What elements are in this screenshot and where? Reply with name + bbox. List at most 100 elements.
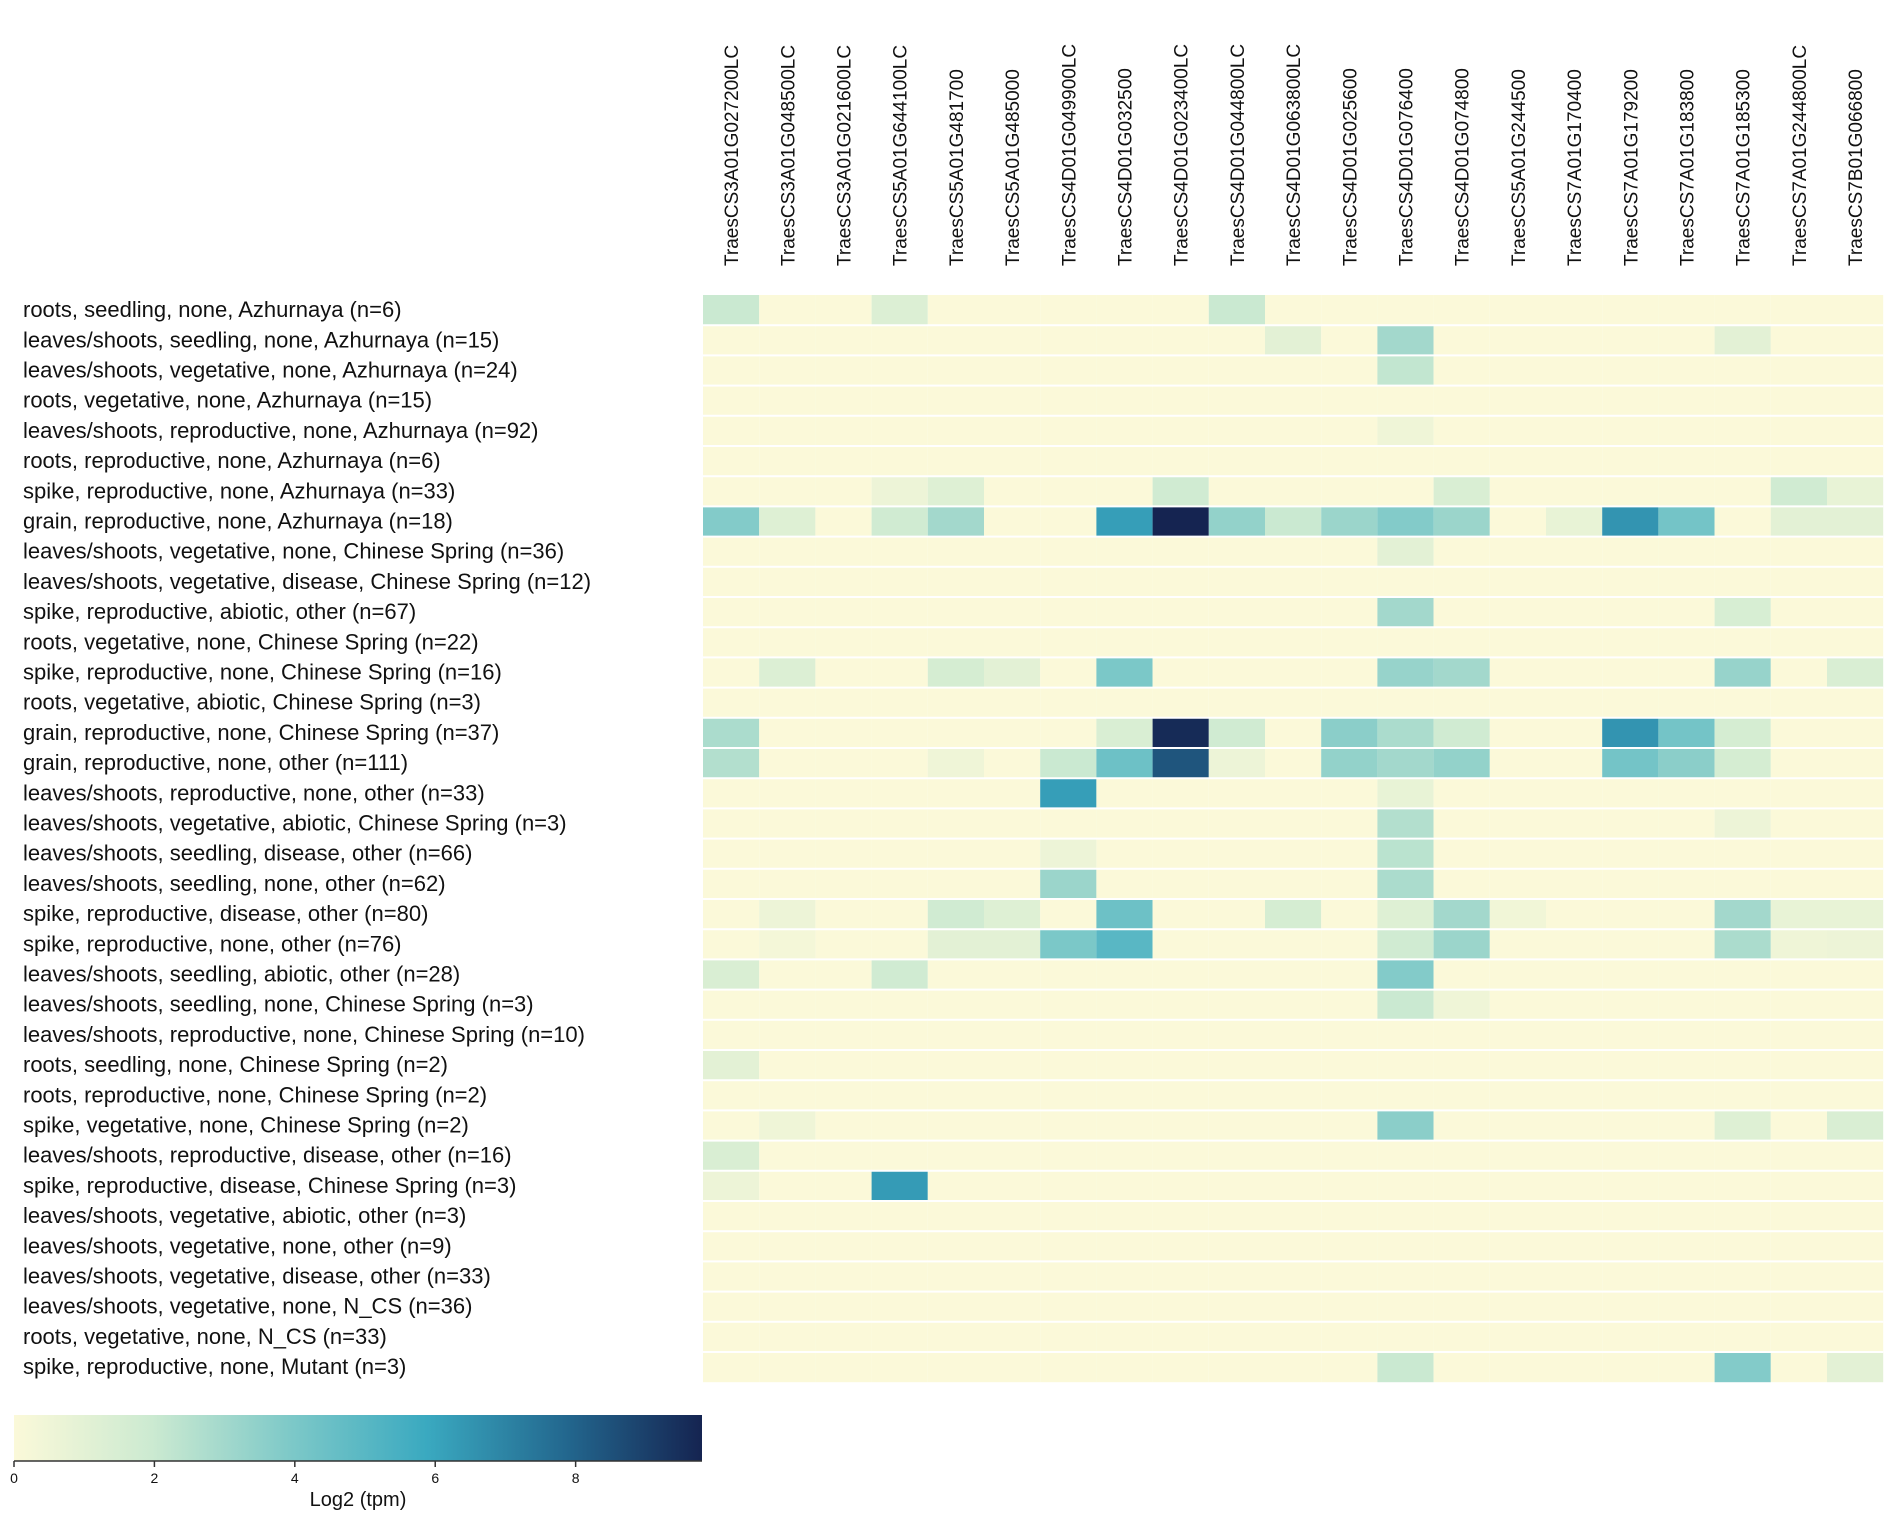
heatmap-cell [1208,446,1265,477]
heatmap-cell [984,899,1041,930]
colorbar-tick-label: 4 [291,1470,299,1486]
heatmap-cell [1377,657,1434,688]
heatmap-cell [1321,1080,1378,1111]
heatmap-cell [1658,597,1715,628]
heatmap-cell [984,1050,1041,1081]
heatmap-cell [1827,989,1884,1020]
heatmap-cell [759,1321,816,1352]
heatmap-cell [1602,566,1659,597]
heatmap-cell [1040,385,1097,416]
heatmap-cell [1152,325,1209,356]
heatmap-cell [1265,868,1322,899]
heatmap-cell [871,325,928,356]
row-label: leaves/shoots, seedling, none, Chinese S… [23,992,534,1017]
heatmap-cell [1770,808,1827,839]
heatmap-cell [815,717,872,748]
heatmap-cell [984,1140,1041,1171]
heatmap-cell [1321,657,1378,688]
heatmap-cell [1489,717,1546,748]
row-label: spike, reproductive, abiotic, other (n=6… [23,599,416,624]
heatmap-cell [927,808,984,839]
heatmap-cell [1040,355,1097,386]
heatmap-cell [927,657,984,688]
heatmap-cell [927,1050,984,1081]
heatmap-cell [984,1352,1041,1383]
heatmap-cell [1265,476,1322,507]
heatmap-cell [1040,838,1097,869]
column-label: TraesCS7A01G170400 [1565,69,1586,266]
heatmap-cell [1321,1110,1378,1141]
heatmap-cell [703,838,760,869]
heatmap-cell [1208,687,1265,718]
heatmap-cell [1433,536,1490,567]
heatmap-cell [1096,808,1153,839]
row-label: leaves/shoots, vegetative, disease, Chin… [23,569,591,594]
heatmap-cell [1714,1201,1771,1232]
heatmap-cell [1714,325,1771,356]
heatmap-cell [1096,1321,1153,1352]
heatmap-cell [1770,657,1827,688]
heatmap-cell [927,989,984,1020]
heatmap-cell [1208,1019,1265,1050]
heatmap-cell [759,748,816,779]
heatmap-cell [1770,1291,1827,1322]
heatmap-cell [1377,1019,1434,1050]
heatmap-cell [1714,1291,1771,1322]
heatmap-cell [1770,1321,1827,1352]
heatmap-cell [1265,717,1322,748]
heatmap-cell [1208,325,1265,356]
heatmap-cell [1152,1321,1209,1352]
heatmap-cell [1321,506,1378,537]
heatmap-cell [1658,687,1715,718]
heatmap-cell [1602,325,1659,356]
heatmap-cell [1096,1170,1153,1201]
heatmap-cell [1714,1140,1771,1171]
heatmap-cell [1096,899,1153,930]
heatmap-cell [1433,597,1490,628]
heatmap-cell [1040,476,1097,507]
heatmap-cell [1321,355,1378,386]
heatmap-cell [1489,959,1546,990]
heatmap-cell [1152,959,1209,990]
heatmap-cell [1714,627,1771,658]
heatmap-cell [1770,868,1827,899]
heatmap-cell [1489,385,1546,416]
heatmap-cell [1152,1019,1209,1050]
heatmap-cell [759,355,816,386]
heatmap-cell [1770,929,1827,960]
heatmap-cell [1377,989,1434,1020]
heatmap-cell [984,1080,1041,1111]
heatmap-cell [1658,295,1715,326]
heatmap-cell [1265,1291,1322,1322]
row-label: leaves/shoots, vegetative, abiotic, othe… [23,1203,466,1228]
heatmap-cell [1321,476,1378,507]
heatmap-cell [1489,476,1546,507]
heatmap-cell [1602,838,1659,869]
heatmap-cell [1208,959,1265,990]
heatmap-cell [1602,899,1659,930]
heatmap-cell [1377,385,1434,416]
heatmap-cell [815,1110,872,1141]
heatmap-cell [1040,808,1097,839]
heatmap-cell [1827,929,1884,960]
heatmap-cell [1658,325,1715,356]
heatmap-cell [1152,1170,1209,1201]
heatmap-cell [1096,415,1153,446]
heatmap-cell [1546,959,1603,990]
heatmap-cell [1265,808,1322,839]
heatmap-cell [815,597,872,628]
heatmap-cell [1152,1291,1209,1322]
heatmap-cell [1321,446,1378,477]
heatmap-cell [1152,1201,1209,1232]
heatmap-cell [759,566,816,597]
heatmap-cell [1546,717,1603,748]
heatmap-cell [1377,687,1434,718]
heatmap-cell [1827,687,1884,718]
heatmap-cell [1546,415,1603,446]
heatmap-cell [1096,1050,1153,1081]
heatmap-cell [1770,1050,1827,1081]
heatmap-cell [1714,989,1771,1020]
heatmap-cell [1040,778,1097,809]
heatmap-cell [1096,566,1153,597]
heatmap-cell [871,476,928,507]
